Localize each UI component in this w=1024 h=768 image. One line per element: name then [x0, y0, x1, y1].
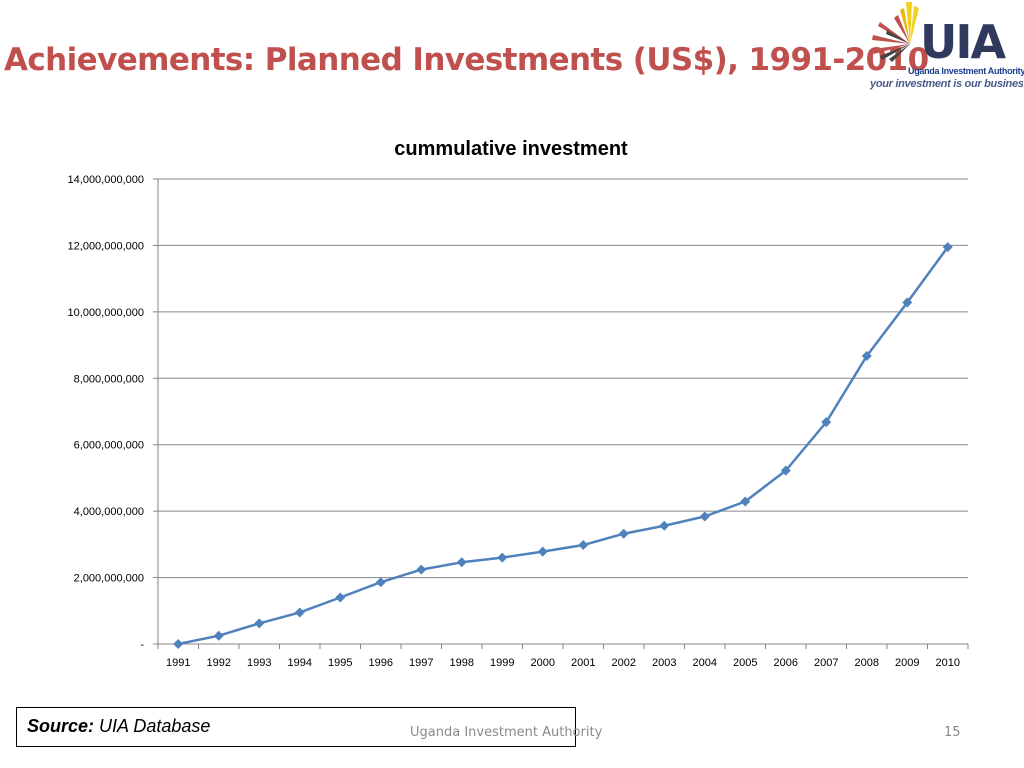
logo-subtitle: Uganda Investment Authority	[908, 66, 1024, 76]
page-number: 15	[944, 725, 961, 740]
x-tick-label: 2007	[814, 657, 838, 669]
sunburst-logo-icon: UIA	[872, 2, 1008, 69]
x-tick-label: 2006	[774, 657, 798, 669]
data-point	[861, 351, 872, 362]
y-tick-label: 12,000,000,000	[68, 240, 144, 252]
source-box: Source: UIA Database	[16, 707, 576, 747]
x-tick-label: 2008	[855, 657, 879, 669]
x-tick-label: 1995	[328, 657, 352, 669]
data-point	[416, 564, 427, 575]
data-point	[699, 511, 710, 522]
x-tick-label: 1991	[166, 657, 190, 669]
source-label: Source:	[27, 716, 95, 736]
x-tick-label: 1992	[207, 657, 231, 669]
data-point	[335, 592, 346, 603]
x-tick-label: 2005	[733, 657, 757, 669]
y-tick-label: 2,000,000,000	[74, 573, 144, 585]
data-point	[375, 577, 386, 588]
data-point	[902, 297, 913, 308]
x-tick-label: 2000	[531, 657, 555, 669]
logo-tagline: your investment is our business	[870, 78, 1024, 90]
source-value: UIA Database	[99, 716, 211, 736]
x-tick-label: 1993	[247, 657, 271, 669]
data-point	[740, 496, 751, 507]
chart-title: cummulative investment	[394, 138, 628, 160]
footer-organization: Uganda Investment Authority	[410, 725, 603, 740]
x-tick-label: 1994	[288, 657, 312, 669]
data-point	[294, 607, 305, 618]
x-tick-label: 1996	[369, 657, 393, 669]
y-tick-label: 10,000,000,000	[68, 307, 144, 319]
uia-logo: UIA	[866, 0, 1024, 96]
y-tick-label: 8,000,000,000	[74, 373, 144, 385]
x-tick-label: 2003	[652, 657, 676, 669]
y-axis-tick-labels: - 2,000,000,000 4,000,000,000 6,000,000,000…	[68, 174, 145, 651]
data-point	[578, 540, 589, 551]
data-point	[537, 546, 548, 557]
y-tick-label: 14,000,000,000	[68, 174, 144, 186]
slide-title: Achievements: Planned Investments (US$),…	[4, 42, 929, 78]
data-point	[659, 520, 670, 531]
data-point	[821, 417, 832, 428]
logo-rays	[872, 2, 919, 62]
data-point	[254, 618, 265, 629]
chart-series	[173, 242, 953, 649]
x-tick-label: 2010	[936, 657, 960, 669]
data-point	[456, 557, 467, 568]
y-tick-label: 6,000,000,000	[74, 440, 144, 452]
x-axis-tick-labels: 1991 1992 1993 1994 1995 1996 1997 1998 1999 2000…	[166, 657, 960, 669]
data-point	[497, 552, 508, 563]
x-tick-label: 2002	[612, 657, 636, 669]
x-tick-label: 2009	[895, 657, 919, 669]
cumulative-investment-chart: cummulative investment - 2,000,000,000 4,0…	[68, 138, 969, 669]
chart-gridlines	[153, 178, 968, 645]
data-point	[173, 639, 184, 649]
x-tick-label: 1997	[409, 657, 433, 669]
data-point	[942, 242, 953, 253]
x-tick-label: 1998	[450, 657, 474, 669]
x-tick-label: 2004	[693, 657, 717, 669]
data-point	[618, 528, 629, 539]
chart-axes	[157, 179, 969, 649]
series-line	[177, 246, 949, 646]
y-tick-label: -	[140, 639, 144, 651]
x-tick-label: 1999	[490, 657, 514, 669]
logo-letters: UIA	[920, 15, 1006, 69]
x-tick-label: 2001	[571, 657, 595, 669]
data-point	[213, 630, 224, 641]
data-point	[780, 465, 791, 476]
y-tick-label: 4,000,000,000	[74, 506, 144, 518]
